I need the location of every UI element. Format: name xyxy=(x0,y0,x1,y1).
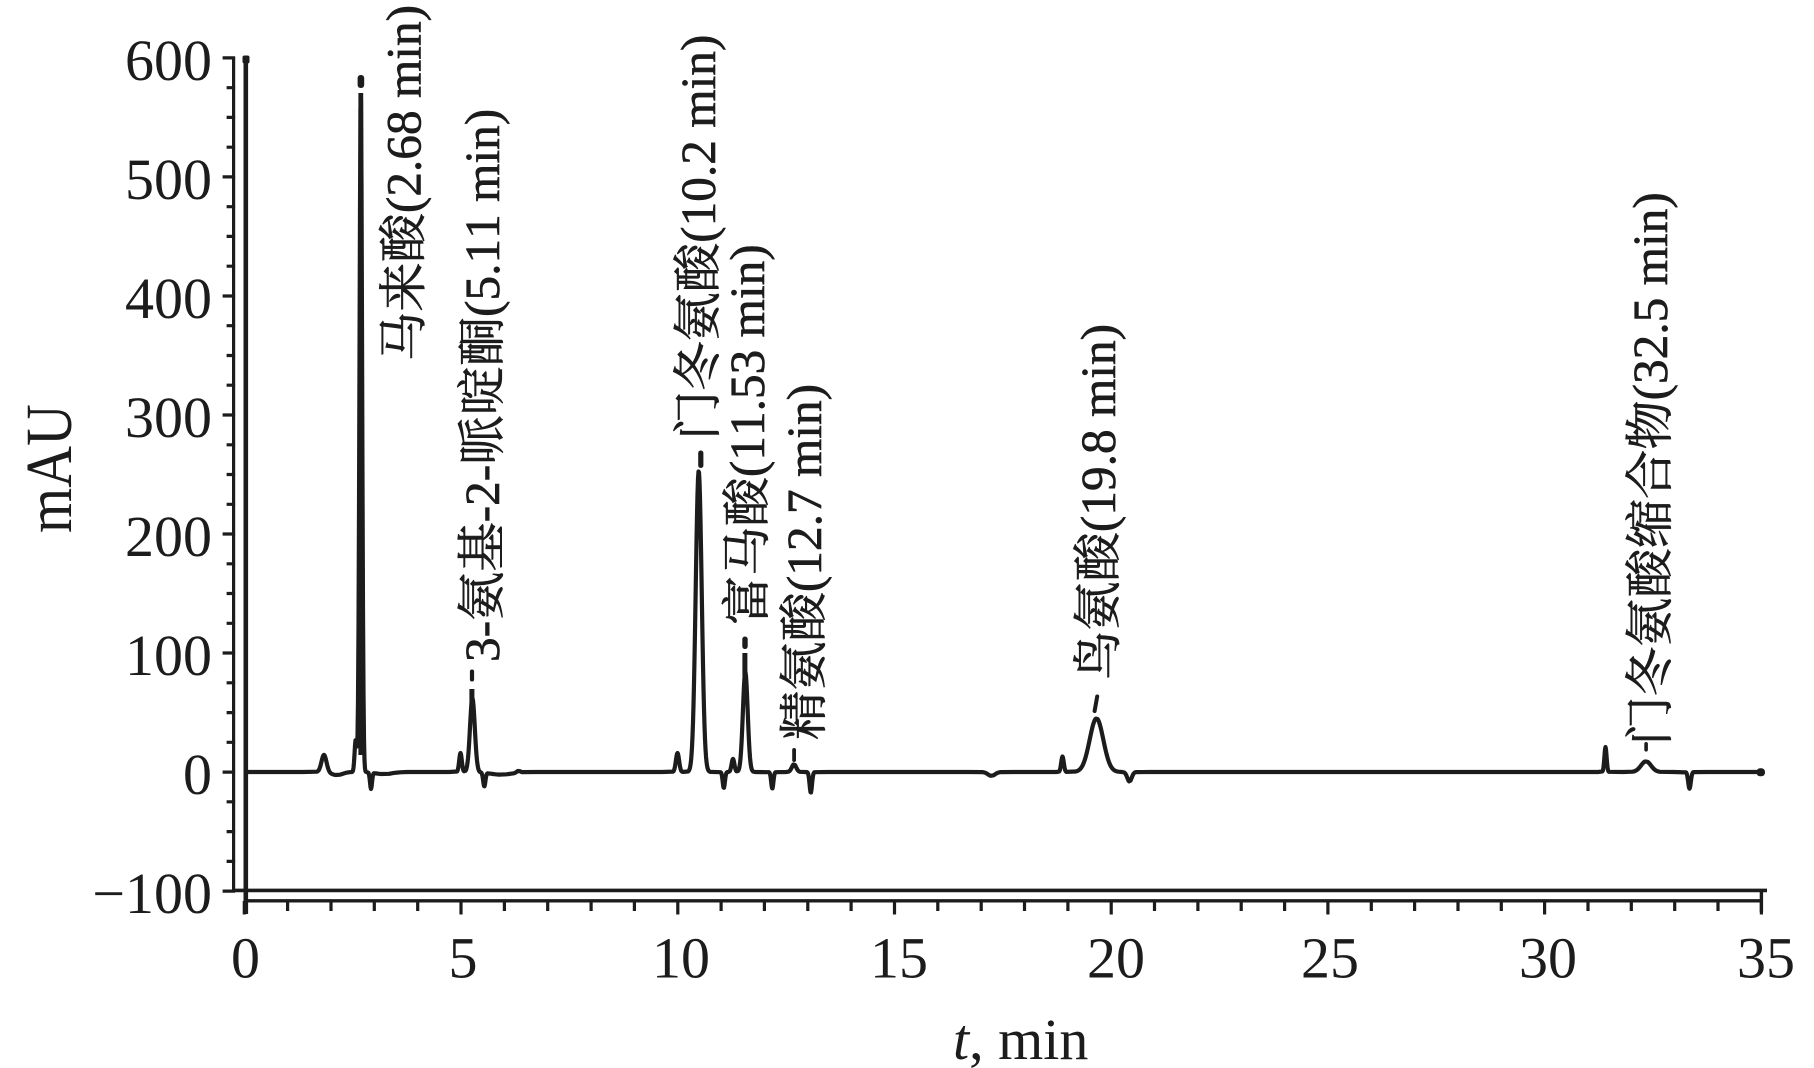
svg-text:mAU: mAU xyxy=(14,404,86,533)
svg-text:t, min: t, min xyxy=(953,1007,1088,1068)
svg-text:100: 100 xyxy=(125,623,212,688)
svg-text:400: 400 xyxy=(125,266,212,331)
svg-text:35: 35 xyxy=(1737,926,1795,991)
svg-text:600: 600 xyxy=(125,28,212,93)
svg-text:−100: −100 xyxy=(92,861,212,926)
svg-text:30: 30 xyxy=(1519,926,1577,991)
svg-text:5: 5 xyxy=(449,926,478,991)
svg-text:0: 0 xyxy=(231,926,260,991)
svg-text:15: 15 xyxy=(870,926,928,991)
svg-text:25: 25 xyxy=(1301,926,1359,991)
svg-text:20: 20 xyxy=(1087,926,1145,991)
svg-text:300: 300 xyxy=(125,385,212,450)
svg-text:200: 200 xyxy=(125,504,212,569)
svg-text:500: 500 xyxy=(125,147,212,212)
svg-text:10: 10 xyxy=(652,926,710,991)
svg-text:0: 0 xyxy=(183,742,212,807)
